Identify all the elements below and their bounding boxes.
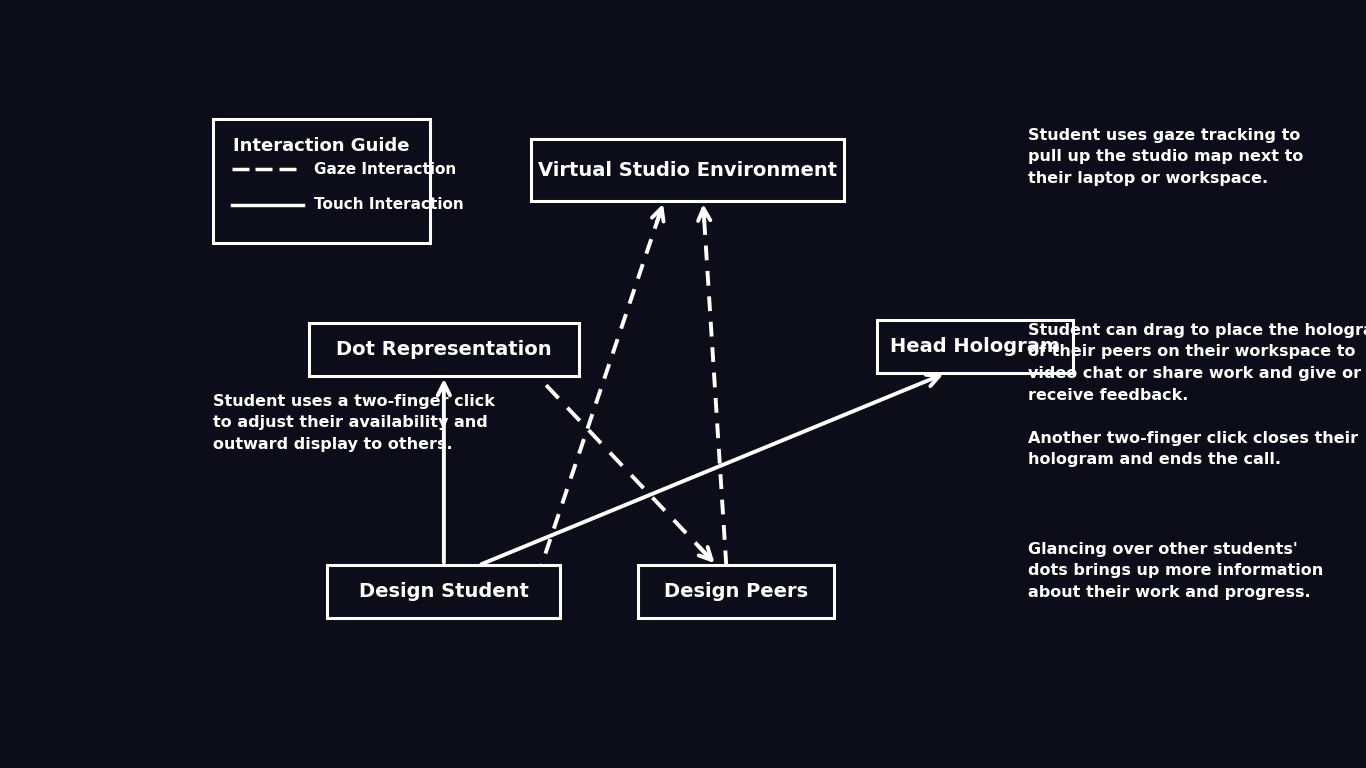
Text: Dot Representation: Dot Representation (336, 340, 552, 359)
FancyBboxPatch shape (531, 139, 844, 201)
FancyBboxPatch shape (213, 119, 430, 243)
FancyBboxPatch shape (328, 565, 560, 618)
Text: Interaction Guide: Interaction Guide (234, 137, 410, 154)
FancyBboxPatch shape (309, 323, 579, 376)
Text: Student uses a two-finger click
to adjust their availability and
outward display: Student uses a two-finger click to adjus… (213, 394, 494, 452)
Text: Student uses gaze tracking to
pull up the studio map next to
their laptop or wor: Student uses gaze tracking to pull up th… (1029, 127, 1303, 186)
Text: Touch Interaction: Touch Interaction (314, 197, 463, 212)
FancyBboxPatch shape (638, 565, 835, 618)
Text: Virtual Studio Environment: Virtual Studio Environment (538, 161, 837, 180)
FancyBboxPatch shape (877, 319, 1074, 373)
Text: Head Hologram: Head Hologram (891, 337, 1060, 356)
Text: Design Peers: Design Peers (664, 582, 809, 601)
Text: Design Student: Design Student (359, 582, 529, 601)
Text: Gaze Interaction: Gaze Interaction (314, 161, 456, 177)
Text: Student can drag to place the hologram
of their peers on their workspace to
vide: Student can drag to place the hologram o… (1029, 323, 1366, 468)
Text: Glancing over other students'
dots brings up more information
about their work a: Glancing over other students' dots bring… (1029, 541, 1324, 600)
